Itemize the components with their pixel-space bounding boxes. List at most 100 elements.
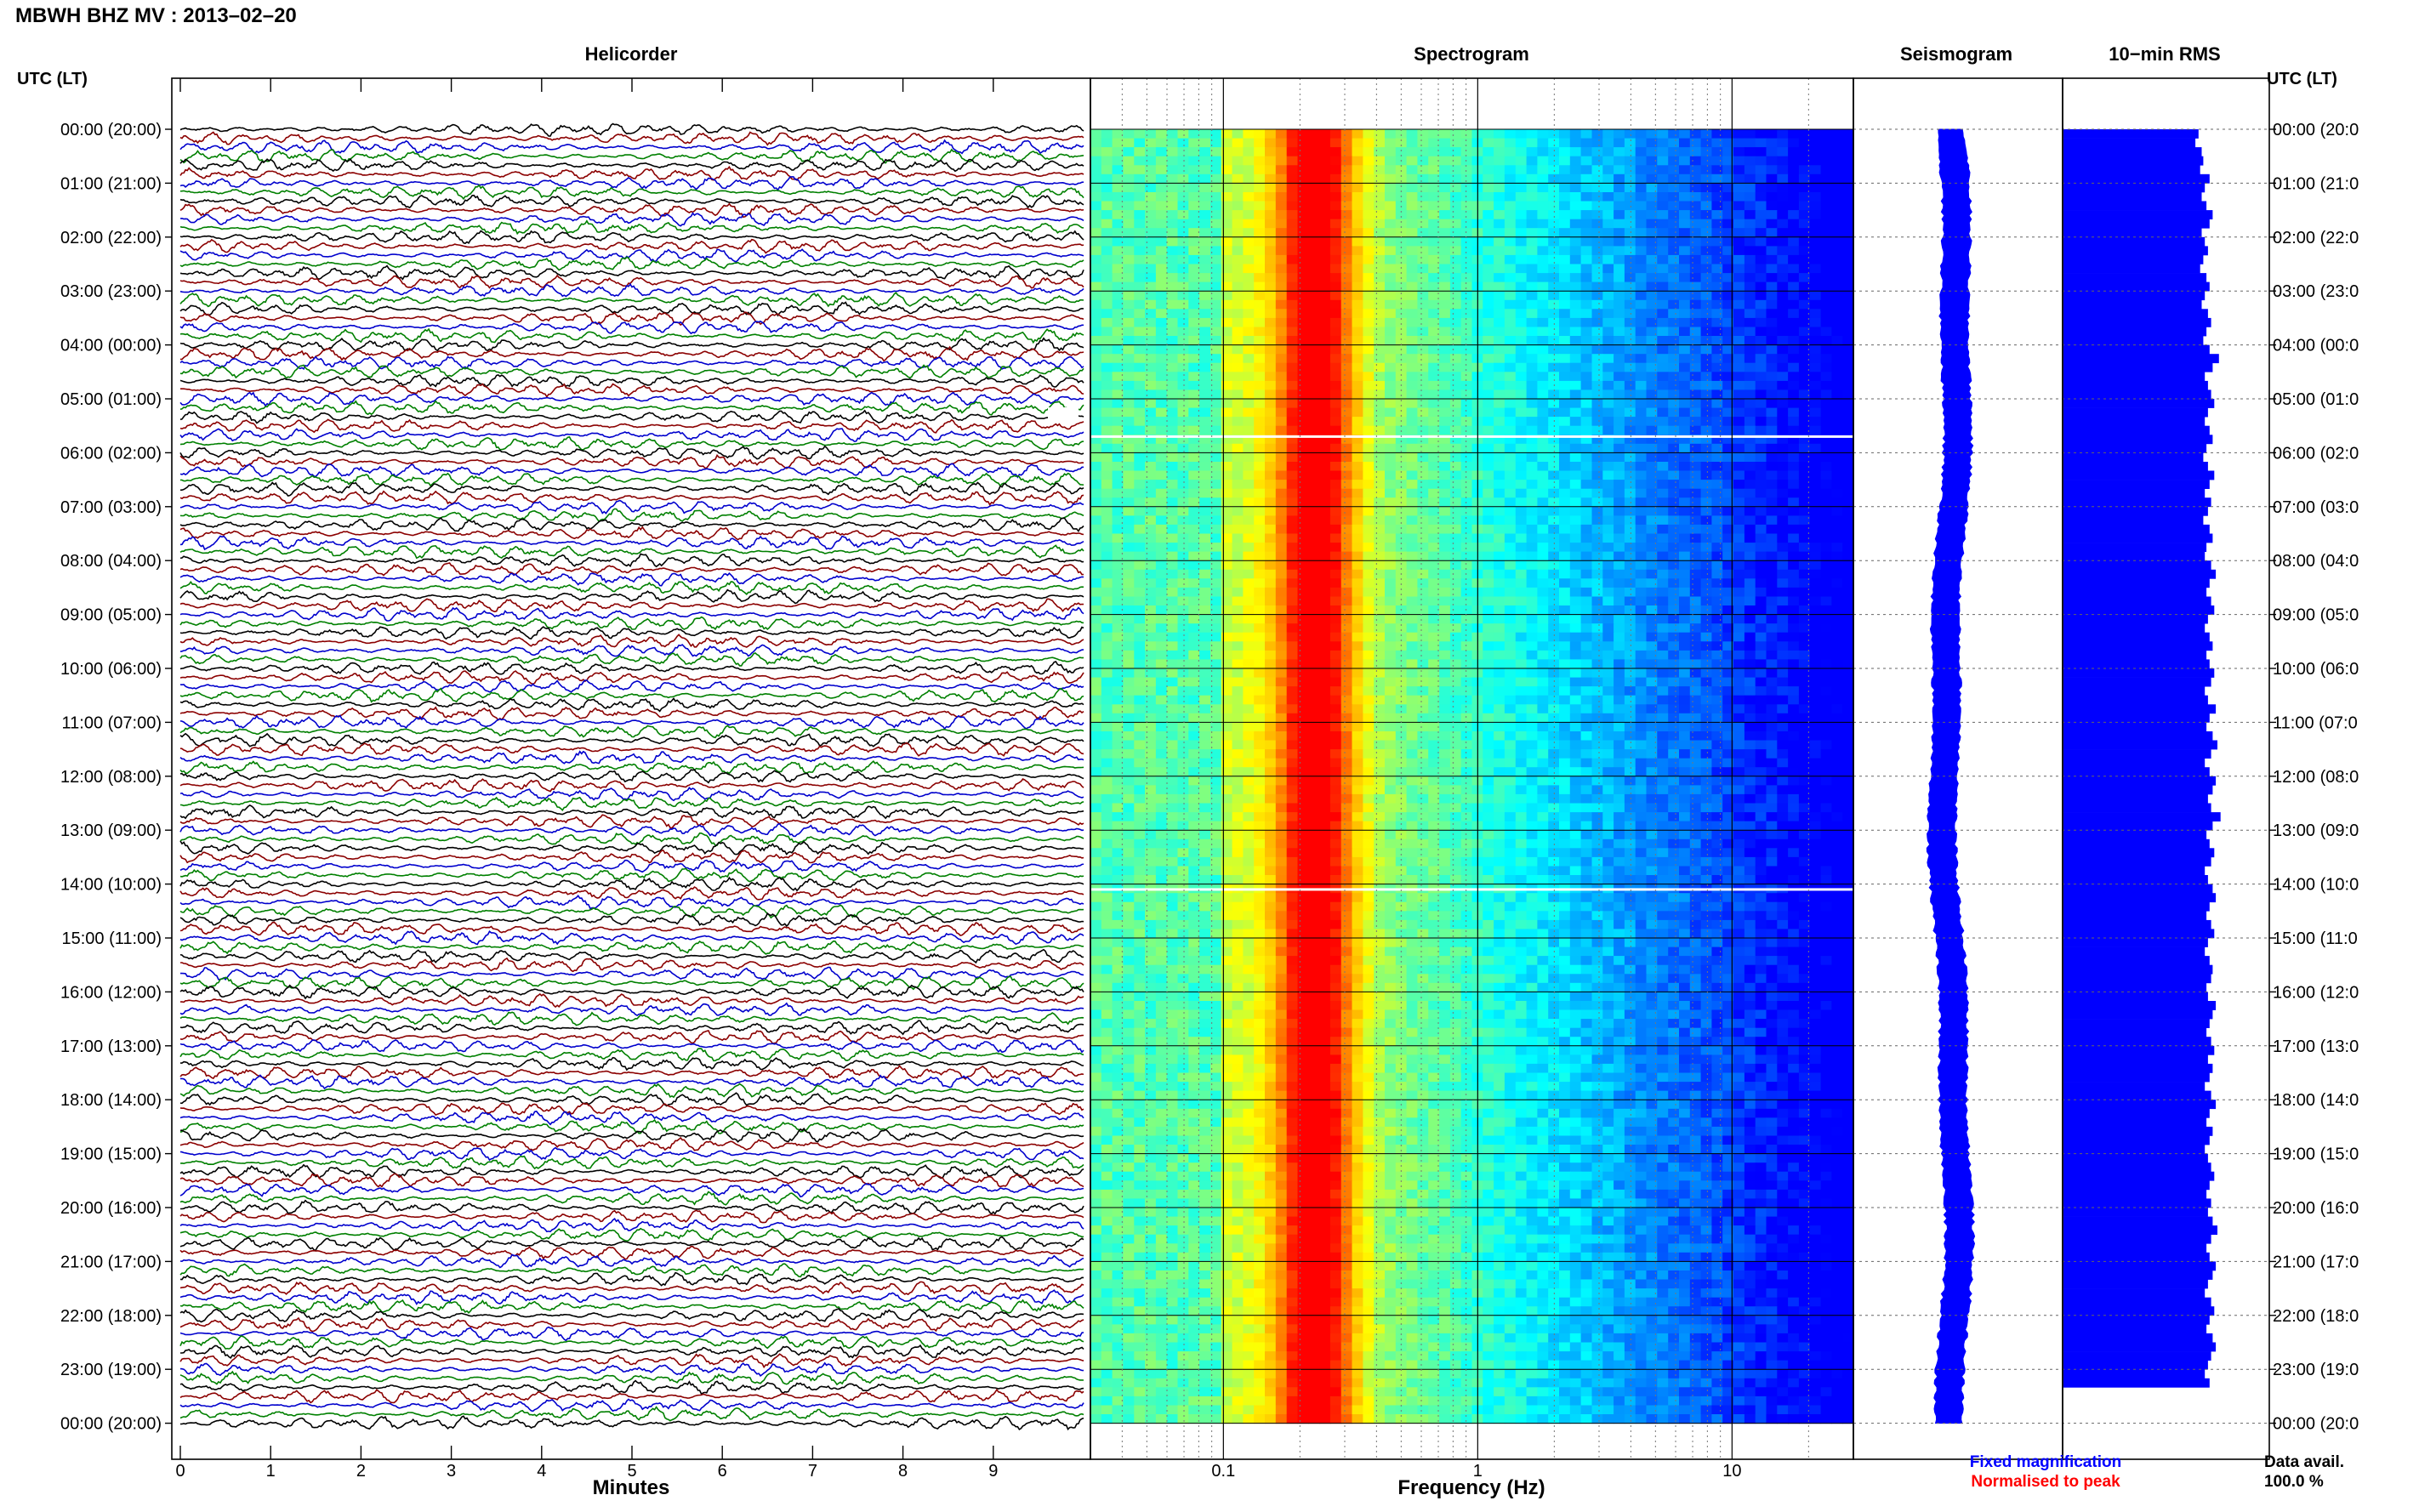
spectrogram-cell (1439, 417, 1451, 427)
spectrogram-cell (1777, 380, 1789, 391)
spectrogram-cell (1090, 731, 1102, 742)
spectrogram-cell (1374, 219, 1386, 229)
spectrogram-cell (1548, 138, 1560, 148)
spectrogram-cell (1591, 399, 1603, 409)
spectrogram-cell (1668, 587, 1680, 598)
spectrogram-cell (1374, 722, 1386, 732)
spectrogram-cell (1155, 452, 1168, 463)
spectrogram-cell (1668, 362, 1680, 372)
spectrogram-cell (1657, 668, 1669, 679)
spectrogram-cell (1188, 236, 1200, 247)
spectrogram-cell (1809, 677, 1822, 687)
spectrogram-cell (1591, 362, 1603, 372)
spectrogram-cell (1232, 317, 1244, 328)
spectrogram-cell (1112, 462, 1124, 472)
spectrogram-cell (1101, 254, 1113, 265)
spectrogram-cell (1374, 686, 1386, 696)
spectrogram-cell (1624, 650, 1636, 661)
spectrogram-cell (1515, 336, 1528, 346)
spectrogram-cell (1624, 309, 1636, 319)
spectrogram-cell (1297, 228, 1309, 238)
spectrogram-cell (1483, 264, 1494, 274)
spectrogram-cell (1319, 470, 1331, 480)
spectrogram-cell (1689, 156, 1702, 166)
spectrogram-cell (1700, 291, 1712, 301)
spectrogram-cell (1515, 650, 1528, 661)
spectrogram-cell (1145, 380, 1157, 391)
spectrogram-cell (1374, 254, 1386, 265)
spectrogram-cell (1439, 372, 1451, 382)
helicorder-trace (179, 391, 1084, 407)
spectrogram-cell (1406, 443, 1418, 453)
spectrogram-cell (1428, 327, 1440, 337)
spectrogram-cell (1329, 183, 1342, 193)
spectrogram-cell (1494, 399, 1505, 409)
spectrogram-cell (1221, 129, 1233, 139)
spectrogram-cell (1689, 470, 1702, 480)
spectrogram-cell (1788, 480, 1800, 490)
spectrogram-cell (1777, 524, 1789, 535)
spectrogram-cell (1449, 354, 1462, 364)
spectrogram-cell (1275, 129, 1288, 139)
spectrogram-cell (1646, 731, 1658, 742)
spectrogram-cell (1580, 497, 1592, 508)
spectrogram-cell (1221, 407, 1233, 418)
spectrogram-cell (1537, 695, 1549, 705)
spectrogram-cell (1646, 480, 1658, 490)
spectrogram-cell (1123, 165, 1135, 175)
spectrogram-cell (1537, 587, 1549, 598)
spectrogram-cell (1504, 291, 1517, 301)
spectrogram-cell (1646, 425, 1658, 435)
spectrogram-cell (1591, 462, 1603, 472)
spectrogram-cell (1460, 614, 1473, 624)
spectrogram-cell (1635, 488, 1648, 498)
spectrogram-cell (1329, 740, 1342, 750)
spectrogram-cell (1275, 291, 1288, 301)
spectrogram-cell (1297, 659, 1309, 669)
spectrogram-cell (1286, 515, 1299, 526)
spectrogram-cell (1449, 722, 1462, 732)
spectrogram-cell (1297, 623, 1309, 634)
spectrogram-cell (1689, 372, 1702, 382)
spectrogram-cell (1591, 731, 1603, 742)
spectrogram-cell (1155, 362, 1168, 372)
spectrogram-cell (1112, 641, 1124, 651)
spectrogram-cell (1700, 569, 1712, 579)
spectrogram-cell (1340, 156, 1353, 166)
spectrogram-cell (1428, 228, 1440, 238)
spectrogram-cell (1406, 560, 1418, 571)
spectrogram-cell (1755, 336, 1767, 346)
spectrogram-cell (1243, 659, 1255, 669)
spectrogram-cell (1494, 309, 1505, 319)
helicorder-traces (179, 122, 1084, 1431)
spectrogram-cell (1483, 551, 1494, 561)
spectrogram-cell (1275, 273, 1288, 283)
spectrogram-cell (1329, 659, 1342, 669)
spectrogram-cell (1809, 354, 1822, 364)
spectrogram-cell (1439, 309, 1451, 319)
spectrogram-cell (1635, 524, 1648, 535)
spectrogram-cell (1515, 614, 1528, 624)
spectrogram-cell (1340, 389, 1353, 400)
spectrogram-cell (1123, 156, 1135, 166)
spectrogram-cell (1689, 273, 1702, 283)
spectrogram-cell (1428, 165, 1440, 175)
spectrogram-cell (1668, 246, 1680, 256)
spectrogram-cell (1657, 452, 1669, 463)
spectrogram-cell (1515, 210, 1528, 220)
spectrogram-cell (1243, 201, 1255, 211)
spectrogram-cell (1363, 605, 1375, 616)
helicorder-gap (1048, 407, 1079, 420)
spectrogram-cell (1123, 506, 1135, 516)
spectrogram-cell (1657, 443, 1669, 453)
spectrogram-cell (1569, 740, 1582, 750)
spectrogram-cell (1166, 219, 1179, 229)
spectrogram-cell (1679, 236, 1691, 247)
spectrogram-cell (1385, 228, 1397, 238)
spectrogram-cell (1406, 201, 1418, 211)
spectrogram-cell (1297, 399, 1309, 409)
spectrogram-cell (1591, 641, 1603, 651)
spectrogram-cell (1711, 147, 1723, 157)
spectrogram-cell (1559, 192, 1571, 202)
spectrogram-cell (1134, 740, 1146, 750)
